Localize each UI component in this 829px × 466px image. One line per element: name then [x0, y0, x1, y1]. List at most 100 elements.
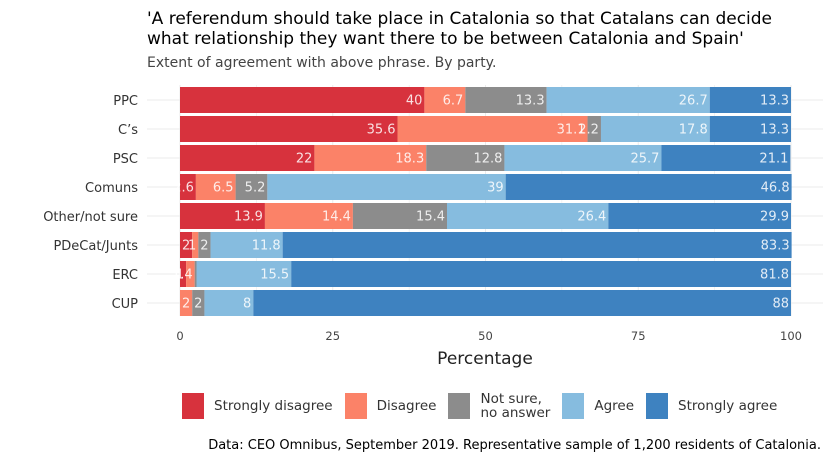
bar-segment — [186, 261, 195, 287]
bar-value-label: 40 — [406, 94, 423, 109]
bar-value-label: 15.5 — [260, 268, 289, 283]
legend-swatch — [448, 393, 471, 419]
bar-segment — [192, 232, 199, 258]
bar-segment — [505, 174, 792, 200]
bar-value-label: 5.2 — [245, 181, 266, 196]
bar-value-label: 81.8 — [760, 268, 789, 283]
bar-segment — [267, 174, 506, 200]
x-tick-label: 100 — [780, 329, 802, 343]
bar-value-label: 13.9 — [234, 210, 263, 225]
x-tick-label: 50 — [478, 329, 493, 343]
bars — [180, 87, 792, 316]
bar-segment — [180, 290, 193, 316]
x-tick-labels: 0 25 50 75 100 — [176, 329, 802, 343]
legend: Strongly disagree Disagree Not sure, no an… — [182, 392, 789, 420]
bar-value-label: 8 — [243, 297, 251, 312]
category-labels: PPC C’s PSC Comuns Other/not sure PDeCat/Junt… — [43, 94, 138, 312]
bar-value-label: 1.4 — [172, 268, 193, 283]
bar-segment — [661, 145, 791, 171]
bar-value-label: 13.3 — [760, 94, 789, 109]
bar-segment — [608, 203, 791, 229]
chart-subtitle: Extent of agreement with above phrase. B… — [147, 55, 497, 71]
bar-value-label: 2.2 — [578, 123, 599, 138]
bar-segment — [600, 116, 710, 142]
bar-value-label: 14.4 — [322, 210, 351, 225]
category-label: C’s — [118, 123, 138, 138]
legend-label: Not sure, no answer — [480, 391, 551, 421]
bar-segment — [424, 87, 466, 113]
category-label: CUP — [112, 297, 139, 312]
legend-label: Strongly disagree — [214, 398, 333, 414]
bar-value-label: 39 — [487, 181, 504, 196]
bar-value-label: 1 — [176, 268, 184, 283]
legend-item: Agree — [562, 393, 634, 419]
legend-swatch — [562, 393, 585, 419]
bar-segment — [709, 116, 791, 142]
bar-segment — [546, 87, 710, 113]
bar-segment — [210, 232, 283, 258]
bar-value-label: 6.5 — [213, 181, 234, 196]
bar-value-label: 17.8 — [679, 123, 708, 138]
bar-value-label: 26.4 — [577, 210, 606, 225]
chart-title: 'A referendum should take place in Catal… — [147, 9, 773, 49]
bar-segment — [235, 174, 268, 200]
bar-segment — [180, 203, 265, 229]
bar-value-label: 2 — [194, 297, 202, 312]
bar-segment — [587, 116, 601, 142]
bar-segment — [504, 145, 662, 171]
bar-segment — [291, 261, 791, 287]
bar-value-label: 13.3 — [760, 123, 789, 138]
bar-value-label: 11.8 — [252, 239, 281, 254]
bar-value-label: 2 — [200, 239, 208, 254]
bar-segment — [314, 145, 427, 171]
category-label: Comuns — [85, 181, 138, 196]
legend-swatch — [646, 393, 669, 419]
bar-value-label: 21.1 — [759, 152, 788, 167]
legend-item: Disagree — [344, 393, 436, 419]
bar-segment — [195, 174, 236, 200]
legend-item: Strongly agree — [646, 393, 777, 419]
x-tick-label: 0 — [176, 329, 183, 343]
legend-swatch — [344, 393, 367, 419]
bar-value-label: 35.6 — [367, 123, 396, 138]
bar-segment — [253, 290, 791, 316]
bar-segment — [180, 174, 196, 200]
category-label: Other/not sure — [43, 210, 138, 225]
bar-value-label: 1 — [188, 239, 196, 254]
legend-item: Not sure, no answer — [448, 392, 550, 420]
bar-value-label: 13.3 — [516, 94, 545, 109]
bar-segment — [447, 203, 609, 229]
category-label: PPC — [113, 94, 138, 109]
x-axis-label: Percentage — [437, 349, 533, 369]
bar-value-label: 31.1 — [557, 123, 586, 138]
bar-segment — [709, 87, 791, 113]
bar-value-label: 26.7 — [679, 94, 708, 109]
bar-value-label: 46.8 — [761, 181, 790, 196]
legend-item: Strongly disagree — [182, 393, 333, 419]
bar-segment — [196, 261, 292, 287]
bar-segment — [204, 290, 254, 316]
legend-swatch — [182, 393, 204, 419]
bar-value-label: 15.4 — [416, 210, 445, 225]
bar-value-label: 25.7 — [631, 152, 660, 167]
bar-segment — [180, 261, 187, 287]
bar-segment — [264, 203, 353, 229]
legend-label: Agree — [594, 398, 635, 414]
bar-segment — [465, 87, 547, 113]
bar-value-label: 88 — [772, 297, 789, 312]
chart-caption: Data: CEO Omnibus, September 2019. Repre… — [208, 438, 821, 453]
bar-value-label: 22 — [296, 152, 313, 167]
bar-segment — [397, 116, 588, 142]
bar-value-label: 2 — [182, 297, 190, 312]
bar-value-label: 29.9 — [760, 210, 789, 225]
legend-label: Strongly agree — [678, 398, 778, 414]
bar-value-label: 6.7 — [443, 94, 464, 109]
x-tick-label: 25 — [325, 329, 340, 343]
stacked-bar-chart: 40 6.7 13.3 26.7 13.335.6 31.12.2 17.8 13.322 18… — [43, 85, 823, 369]
bar-value-label: 12.8 — [473, 152, 502, 167]
bar-segment — [180, 116, 398, 142]
bar-segment — [180, 145, 315, 171]
value-labels: 40 6.7 13.3 26.7 13.335.6 31.12.2 17.8 13.322 18… — [172, 94, 790, 312]
bar-segment — [282, 232, 792, 258]
category-label: PSC — [113, 152, 138, 167]
